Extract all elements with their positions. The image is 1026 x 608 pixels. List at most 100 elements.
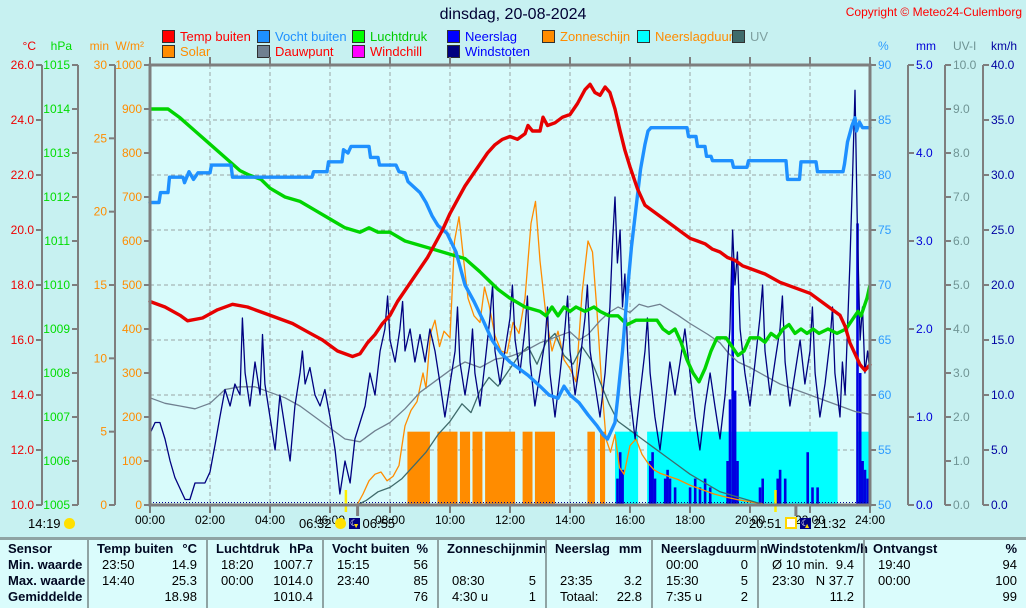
sun-icon — [63, 517, 75, 529]
sunset-icon — [784, 517, 797, 529]
svg-text:80: 80 — [878, 168, 892, 182]
svg-text:8.0: 8.0 — [953, 146, 970, 160]
svg-text:14:00: 14:00 — [555, 513, 585, 527]
legend-item-uv: UV — [732, 29, 827, 44]
svg-text:1000: 1000 — [115, 58, 142, 72]
svg-text:18:00: 18:00 — [675, 513, 705, 527]
svg-text:24.0: 24.0 — [11, 113, 35, 127]
svg-text:1.0: 1.0 — [916, 410, 933, 424]
col-unit: km/h — [837, 541, 868, 556]
svg-text:60: 60 — [878, 388, 892, 402]
legend-item-vocht-buiten: Vocht buiten — [257, 29, 352, 44]
cell-value: 3.2 — [623, 573, 642, 588]
sunrise-icon — [334, 517, 346, 529]
svg-text:1008: 1008 — [43, 366, 70, 380]
legend-item-neerslagduur: Neerslagduur — [637, 29, 734, 44]
legend-swatch — [257, 30, 270, 43]
svg-text:0: 0 — [100, 498, 107, 512]
legend-label: Windstoten — [465, 44, 531, 59]
legend-swatch — [447, 45, 460, 58]
svg-text:7.0: 7.0 — [953, 190, 970, 204]
table-corner-label: Sensor — [8, 541, 53, 556]
legend-label: Neerslagduur — [655, 29, 734, 44]
cell-value: 76 — [413, 589, 428, 604]
legend-item-neerslag: Neerslag — [447, 29, 542, 44]
series-uv — [149, 332, 871, 506]
cell-time: 18:20 — [221, 557, 254, 572]
moonrise-time: 21:32 — [813, 515, 847, 531]
svg-text:500: 500 — [122, 278, 142, 292]
axis-c: 26.0 24.0 22.0 20.0 18.0 16.0 14.0 12.0 10.0 °C — [11, 39, 43, 512]
cell-value: 22.8 — [616, 589, 642, 604]
axis-kmh: 40.0 35.0 30.0 25.0 20.0 15.0 10.0 5.0 0.0 km/h — [982, 39, 1017, 512]
svg-text:1011: 1011 — [44, 234, 70, 248]
svg-text:35.0: 35.0 — [991, 113, 1015, 127]
axis-mm: 5.0 4.0 3.0 2.0 1.0 0.0 mm — [907, 39, 936, 512]
svg-text:16.0: 16.0 — [11, 333, 35, 347]
svg-text:9.0: 9.0 — [953, 102, 970, 116]
svg-text:%: % — [878, 39, 889, 53]
svg-text:12:00: 12:00 — [495, 513, 525, 527]
svg-text:1012: 1012 — [43, 190, 70, 204]
row-label-min: Min. waarde — [8, 557, 83, 572]
svg-text:1014: 1014 — [43, 102, 70, 116]
svg-text:15: 15 — [94, 278, 108, 292]
row-label-max: Max. waarde — [8, 573, 86, 588]
cell-value: 2 — [740, 589, 748, 604]
cell-time: 00:00 — [666, 557, 699, 572]
svg-text:20: 20 — [94, 205, 108, 219]
col-header: Temp buiten — [97, 541, 174, 556]
axis-hpa: 1015 1014 1013 1012 1011 1010 1009 1008 1007 1006… — [43, 39, 79, 512]
col-header: Vocht buiten — [332, 541, 410, 556]
cell-value: 94 — [1002, 557, 1017, 572]
cell-value: 1007.7 — [273, 557, 313, 572]
svg-text:10:00: 10:00 — [435, 513, 465, 527]
svg-text:70: 70 — [878, 278, 892, 292]
table-col-neerslag: Neerslag mm 23:35 3.2 Totaal: 22.8 — [545, 540, 651, 608]
cell-value: 14.9 — [171, 557, 197, 572]
cell-time: Totaal: — [560, 589, 599, 604]
svg-text:3.0: 3.0 — [916, 234, 933, 248]
svg-text:10.0: 10.0 — [953, 58, 977, 72]
svg-text:300: 300 — [122, 366, 142, 380]
moonrise-icon: ☾ ▲ — [799, 517, 811, 530]
cell-value: 56 — [413, 557, 428, 572]
cell-value: 9.4 — [835, 557, 854, 572]
moonset-time: 06:55 — [362, 515, 396, 531]
svg-text:40.0: 40.0 — [991, 58, 1015, 72]
cell-value: 5 — [740, 573, 748, 588]
legend-swatch — [542, 30, 555, 43]
col-unit: hPa — [289, 541, 313, 556]
svg-text:15.0: 15.0 — [991, 333, 1015, 347]
legend-item-windstoten: Windstoten — [447, 44, 542, 59]
svg-text:hPa: hPa — [51, 39, 73, 53]
svg-text:75: 75 — [878, 223, 892, 237]
row-label-avg: Gemiddelde — [8, 589, 83, 604]
cell-time: 7:35 u — [666, 589, 703, 604]
svg-text:900: 900 — [122, 102, 142, 116]
col-header: Neerslagduur — [661, 541, 745, 556]
cell-time: 08:30 — [452, 573, 485, 588]
cell-value: 5 — [528, 573, 536, 588]
legend-label: Temp buiten — [180, 29, 251, 44]
svg-text:30.0: 30.0 — [991, 168, 1015, 182]
copyright-notice: Copyright © Meteo24-Culemborg — [845, 5, 1022, 19]
table-col-zonneschijn: Zonneschijn min 08:30 5 4:30 u 1 — [437, 540, 547, 608]
svg-text:1005: 1005 — [43, 498, 70, 512]
svg-text:16:00: 16:00 — [615, 513, 645, 527]
legend-swatch — [447, 30, 460, 43]
svg-text:W/m²: W/m² — [115, 39, 144, 53]
cell-time: 23:35 — [560, 573, 593, 588]
svg-text:200: 200 — [122, 410, 142, 424]
cell-value: 0 — [740, 557, 748, 572]
cell-time: 23:30 — [772, 573, 805, 588]
cell-time: 00:00 — [878, 573, 911, 588]
svg-text:km/h: km/h — [991, 39, 1017, 53]
svg-text:°C: °C — [23, 39, 37, 53]
svg-text:30: 30 — [94, 58, 108, 72]
col-unit: % — [1005, 541, 1017, 556]
svg-text:0.0: 0.0 — [991, 498, 1008, 512]
col-header: Windstoten — [767, 541, 838, 556]
col-unit: mm — [618, 541, 642, 556]
legend-swatch — [162, 45, 175, 58]
